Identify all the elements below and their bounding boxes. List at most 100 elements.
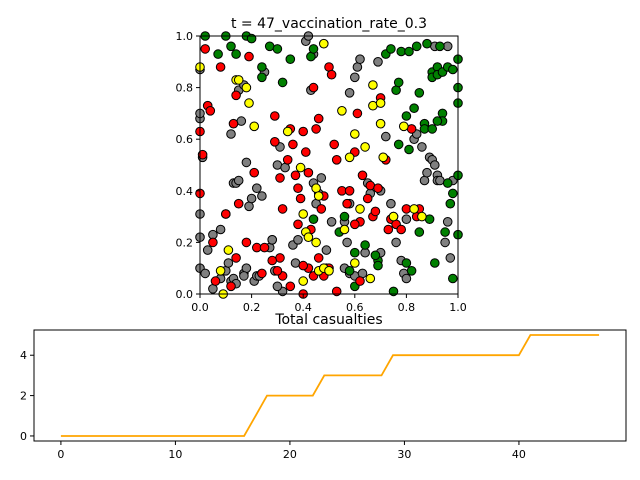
scatter-point-infected [267,255,278,266]
scatter-point-vaccinated [422,38,432,49]
scatter-point-vaccinated [231,49,241,59]
scatter-y-tick-label: 0.6 [176,133,194,146]
scatter-point-susceptible [419,175,430,186]
scatter-point-infected [285,281,296,292]
scatter-point-recovered [350,129,360,139]
scatter-point-infected [257,268,267,279]
scatter-point-vaccinated [391,85,401,95]
scatter-x-tick-label: 1.0 [449,301,467,314]
scatter-point-recovered [337,106,347,116]
scatter-point-susceptible [350,72,360,83]
scatter-point-recovered [409,204,419,214]
scatter-point-susceptible [342,237,352,248]
scatter-point-susceptible [239,271,249,281]
scatter-point-vaccinated [344,266,355,276]
scatter-point-infected [326,69,337,80]
scatter-point-susceptible [272,281,283,292]
scatter-y-tick-label: 0.8 [176,82,194,95]
scatter-point-infected [270,111,280,121]
scatter-point-susceptible [440,237,450,248]
scatter-point-vaccinated [393,77,404,88]
scatter-point-susceptible [391,237,401,248]
scatter-point-susceptible [251,183,262,193]
scatter-point-susceptible [244,201,254,212]
scatter-point-infected [295,193,306,204]
scatter-point-vaccinated [360,240,370,250]
scatter-point-susceptible [401,273,412,284]
scatter-point-susceptible [215,224,226,235]
scatter-point-infected [316,204,327,214]
scatter-point-recovered [378,152,389,163]
scatter-point-susceptible [241,157,252,168]
scatter-point-infected [357,170,368,181]
scatter-x-tick-label: 0.6 [346,301,364,314]
scatter-point-vaccinated [406,266,417,276]
scatter-point-susceptible [257,191,267,201]
scatter-point-vaccinated [308,214,319,224]
casualties-frame [33,329,627,442]
scatter-point-recovered [324,266,334,276]
scatter-point-susceptible [316,173,327,183]
scatter-point-recovered [249,121,259,132]
scatter-point-infected [373,183,383,193]
scatter-title: t = 47_vaccination_rate_0.3 [231,16,427,32]
scatter-point-vaccinated [370,250,381,261]
scatter-point-infected [329,139,340,150]
scatter-point-susceptible [223,258,234,268]
scatter-point-susceptible [386,198,396,209]
scatter-point-infected [210,276,221,286]
scatter-point-susceptible [233,175,244,186]
scatter-point-infected [406,124,417,134]
scatter-point-recovered [350,258,360,268]
scatter-point-recovered [282,126,293,137]
scatter-point-susceptible [200,268,210,279]
scatter-point-infected [288,139,298,150]
scatter-point-recovered [298,209,309,219]
scatter-point-infected [313,253,324,263]
scatter-point-vaccinated [373,260,383,271]
scatter-point-infected [221,209,231,219]
scatter-point-recovered [417,211,427,222]
scatter-point-infected [350,219,360,230]
scatter-point-susceptible [280,162,290,173]
scatter-point-susceptible [344,88,355,98]
scatter-point-vaccinated [277,77,288,88]
scatter-point-vaccinated [427,124,438,134]
scatter-point-recovered [215,266,226,276]
scatter-point-vaccinated [386,44,396,54]
scatter-point-recovered [295,162,306,173]
scatter-point-susceptible [422,167,432,178]
scatter-y-tick-label: 1.0 [176,30,194,43]
scatter-point-infected [259,242,270,253]
scatter-point-infected [301,147,311,157]
scatter-point-vaccinated [414,227,425,237]
scatter-point-infected [241,237,252,248]
scatter-point-infected [396,224,407,235]
scatter-point-vaccinated [448,64,458,75]
scatter-point-infected [205,106,216,116]
casualties-y-tick-label: 2 [20,390,27,403]
scatter-point-susceptible [373,57,383,67]
scatter-point-susceptible [417,142,427,152]
scatter-point-susceptible [267,235,278,245]
scatter-point-infected [233,198,244,209]
casualties-series-line [60,334,600,437]
scatter-y-tick-label: 0.4 [176,185,194,198]
scatter-frame [199,35,459,295]
scatter-point-vaccinated [404,144,414,155]
scatter-point-vaccinated [432,116,443,126]
scatter-x-tick-label: 0.0 [191,301,209,314]
scatter-point-infected [311,124,321,134]
casualties-x-tick-label: 40 [512,448,526,461]
scatter-point-susceptible [226,129,236,139]
scatter-point-infected [277,204,288,214]
scatter-point-vaccinated [339,211,350,222]
scatter-point-recovered [355,204,365,214]
scatter-point-infected [270,137,280,147]
scatter-point-vaccinated [409,103,419,113]
scatter-point-recovered [399,121,409,132]
scatter-point-infected [293,219,303,230]
scatter-point-susceptible [445,253,456,263]
scatter-point-recovered [223,245,234,255]
scatter-point-recovered [368,80,378,90]
